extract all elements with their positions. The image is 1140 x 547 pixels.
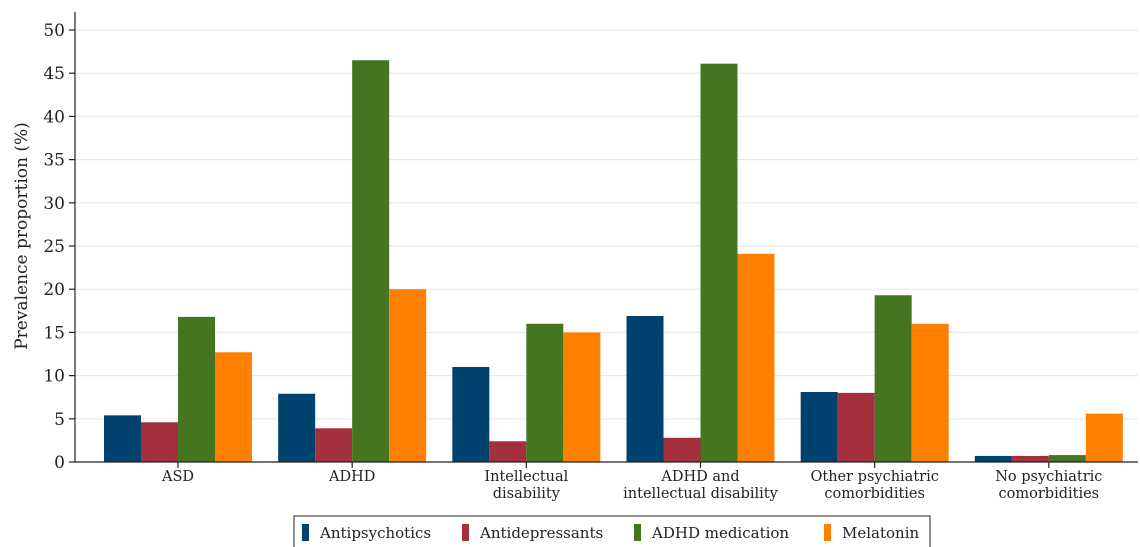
x-tick-label: No psychiatric	[995, 469, 1102, 485]
bar	[389, 289, 427, 462]
bar	[526, 323, 564, 462]
x-tick-label: ADHD and	[660, 469, 739, 485]
bar	[178, 316, 215, 462]
bar	[663, 437, 701, 462]
gridlines	[75, 29, 1138, 420]
bar	[837, 392, 875, 462]
y-tick-label: 35	[43, 151, 65, 171]
x-tick-label: comorbidities	[999, 486, 1100, 502]
axes	[74, 12, 1138, 463]
y-tick-label: 0	[54, 453, 65, 473]
legend: Antipsychotics Antidepressants ADHD medica…	[293, 515, 931, 547]
legend-swatch	[824, 524, 831, 541]
y-tick-label: 50	[43, 21, 65, 41]
y-tick-label: 25	[43, 237, 65, 257]
x-tick-label: comorbidities	[824, 486, 925, 502]
x-tick-label: ADHD	[328, 469, 375, 485]
bar	[700, 63, 738, 463]
x-tick-label: ASD	[161, 469, 194, 485]
legend-swatch	[462, 524, 469, 541]
x-tick-label: Other psychiatric	[810, 469, 938, 485]
bar	[1011, 455, 1049, 462]
bar	[626, 315, 664, 462]
bar	[911, 323, 949, 462]
legend-label: ADHD medication	[651, 524, 789, 542]
bar	[800, 392, 838, 462]
y-tick-label: 5	[54, 410, 65, 430]
bar	[352, 60, 390, 463]
bar	[874, 295, 912, 462]
legend-swatch	[302, 524, 309, 541]
bars	[104, 60, 1123, 463]
x-tick-label: Intellectual	[484, 469, 568, 485]
y-axis-title: Prevalence proportion (%)	[12, 122, 32, 350]
bar	[489, 441, 527, 462]
bar	[141, 422, 178, 462]
bar	[1085, 413, 1123, 462]
y-tick-label: 30	[43, 194, 65, 214]
y-tick-label: 45	[43, 64, 65, 84]
x-tick-label: disability	[493, 486, 561, 502]
legend-swatch	[634, 524, 641, 541]
legend-label: Melatonin	[842, 524, 919, 542]
y-tick-label: 15	[43, 323, 65, 343]
bar	[104, 415, 141, 462]
bar	[563, 332, 601, 462]
bar	[1048, 455, 1086, 462]
y-tick-label: 40	[43, 107, 65, 127]
bar	[315, 428, 353, 462]
bar	[974, 455, 1012, 462]
legend-label: Antidepressants	[479, 524, 603, 542]
bar	[278, 393, 316, 462]
bar	[215, 352, 252, 462]
bar	[452, 366, 490, 462]
x-tick-label: intellectual disability	[623, 486, 778, 502]
y-tick-label: 20	[43, 280, 65, 300]
y-ticks: 0 5 10 15 20 25 30 35 40 45 50	[43, 21, 75, 473]
bar	[737, 253, 775, 462]
legend-label: Antipsychotics	[319, 524, 431, 542]
y-tick-label: 10	[43, 367, 65, 387]
